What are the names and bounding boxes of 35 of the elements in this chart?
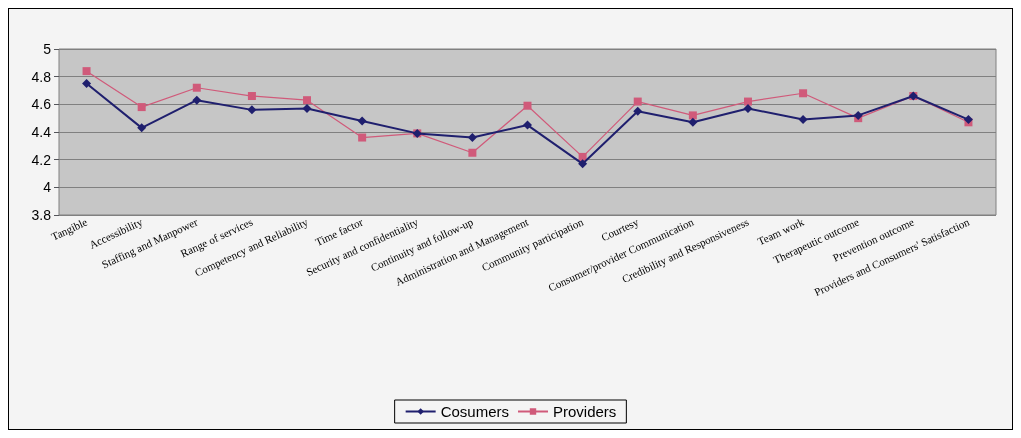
- point: [192, 83, 201, 92]
- point: [192, 95, 202, 105]
- y-tick-label: 4.8: [31, 68, 52, 85]
- point: [633, 97, 642, 106]
- point: [82, 79, 92, 89]
- y-tick-label: 4: [43, 179, 52, 196]
- y-tick-label: 4.4: [31, 124, 52, 140]
- point: [688, 117, 698, 127]
- point: [302, 103, 312, 113]
- point: [358, 133, 367, 142]
- point: [468, 148, 477, 157]
- point: [137, 123, 147, 133]
- point: [523, 120, 532, 130]
- point: [467, 133, 477, 143]
- point: [799, 89, 808, 98]
- point: [357, 116, 367, 126]
- y-tick-label: 4.2: [31, 151, 52, 168]
- point: [633, 106, 643, 116]
- point: [82, 67, 91, 76]
- point: [523, 101, 532, 110]
- y-tick-label: 3.8: [31, 207, 52, 223]
- y-tick-label: 5: [43, 41, 52, 57]
- point: [743, 97, 752, 106]
- point: [303, 96, 312, 105]
- point: [247, 92, 256, 101]
- legend-label: Providers: [553, 403, 617, 420]
- point: [247, 105, 257, 115]
- point: [688, 111, 697, 120]
- legend-label: Cosumers: [440, 403, 510, 420]
- point: [853, 110, 863, 120]
- point: [137, 103, 146, 112]
- point: [798, 115, 808, 125]
- point: [578, 159, 588, 169]
- y-tick-label: 4.6: [31, 96, 52, 113]
- point: [743, 103, 753, 113]
